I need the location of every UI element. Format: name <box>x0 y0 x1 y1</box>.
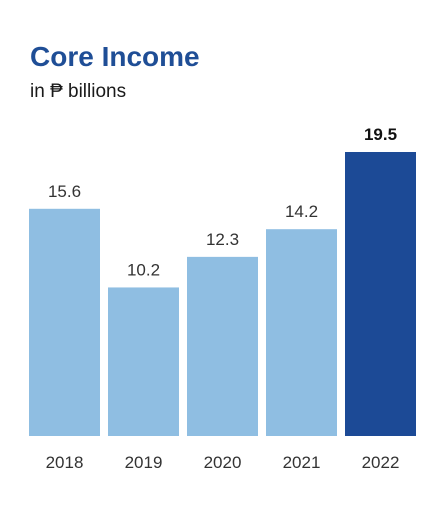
bar-2020 <box>187 256 258 436</box>
value-label-2018: 15.6 <box>48 182 81 201</box>
category-label-2019: 2019 <box>125 453 163 472</box>
bar-2022 <box>345 152 416 436</box>
value-label-2019: 10.2 <box>127 260 160 279</box>
bar-2021 <box>266 229 337 436</box>
value-label-2021: 14.2 <box>285 202 318 221</box>
category-label-2022: 2022 <box>362 453 400 472</box>
category-label-2018: 2018 <box>46 453 84 472</box>
category-label-2020: 2020 <box>204 453 242 472</box>
category-label-2021: 2021 <box>283 453 321 472</box>
value-label-2020: 12.3 <box>206 230 239 249</box>
value-label-2022: 19.5 <box>364 125 397 144</box>
chart-title: Core Income <box>30 41 200 72</box>
chart-subtitle: in ₱ billions <box>30 81 127 102</box>
bar-2019 <box>108 287 179 436</box>
bar-2018 <box>29 208 100 436</box>
